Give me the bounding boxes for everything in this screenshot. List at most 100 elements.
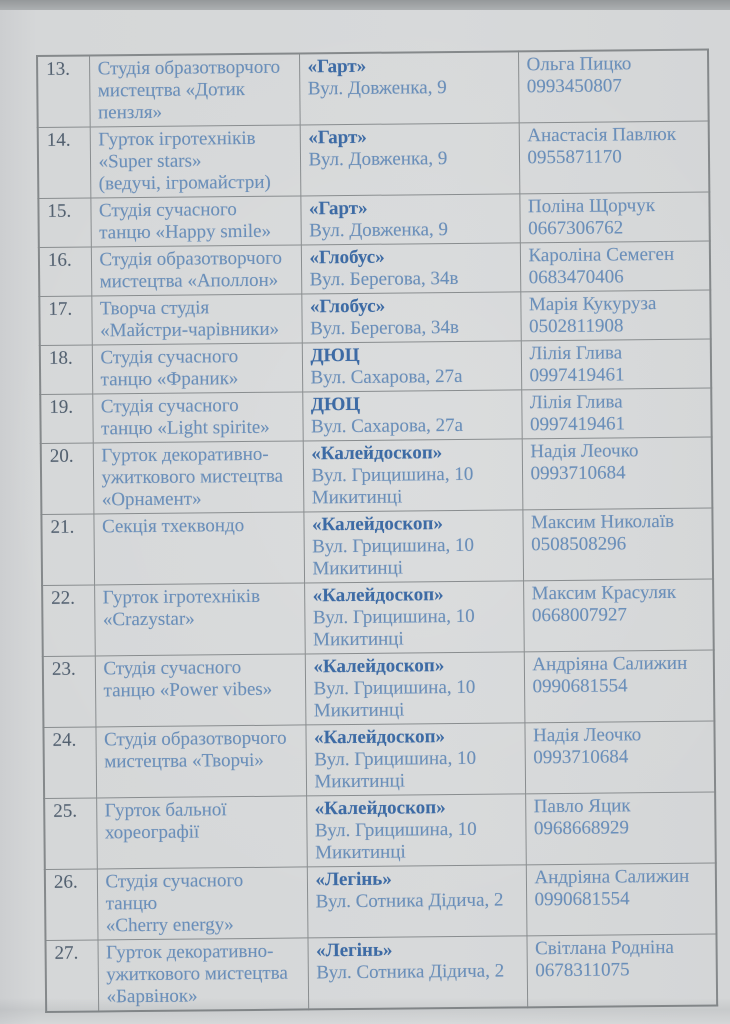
- club-name-cell: Секція тхеквондо: [93, 511, 305, 585]
- contact-cell: Андріяна Салижин 0990681554: [523, 650, 715, 723]
- contact-phone: 0678311075: [535, 959, 630, 982]
- club-name-cell: Гурток бальної хореографії: [96, 795, 307, 869]
- club-name-cell: Творча студія «Майстри-чарівники»: [91, 293, 302, 345]
- club-name: Студія образотворчого мистецтва «Аполлон…: [99, 247, 283, 293]
- club-name: Студія образотворчого мистецтва «Дотик п…: [97, 56, 281, 124]
- row-number-cell: 26.: [44, 868, 98, 941]
- org-name: «Калейдоскоп»: [313, 655, 445, 678]
- org-address: Вул. Грицишина, 10 Микитинці: [311, 463, 474, 509]
- location-cell: «Калейдоскоп» Вул. Грицишина, 10 Микитин…: [305, 722, 526, 796]
- location-cell: «Калейдоскоп» Вул. Грицишина, 10 Микитин…: [304, 580, 524, 654]
- table-row: 23. Студія сучасного танцю «Power vibes»…: [42, 650, 715, 728]
- contact-name: Анастасія Павлюк: [527, 123, 677, 147]
- contact-phone: 0502811908: [529, 315, 624, 338]
- contact-phone: 0993450807: [526, 75, 622, 98]
- row-number-cell: 14.: [37, 126, 91, 199]
- contact-cell: Максим Красуляк 0668007927: [523, 579, 714, 652]
- org-address: Вул. Довженка, 9: [309, 219, 449, 242]
- row-number-cell: 13.: [37, 55, 90, 128]
- club-name-cell: Студія образотворчого мистецтва «Творчі»: [95, 724, 307, 798]
- row-number-cell: 23.: [42, 655, 96, 728]
- org-name: ДЮЦ: [310, 393, 361, 416]
- club-name-cell: Студія сучасного танцю «Happy smile»: [90, 195, 301, 247]
- row-number-cell: 19.: [40, 393, 93, 444]
- row-number-cell: 20.: [40, 442, 94, 515]
- org-address: Вул. Грицишина, 10 Микитинці: [312, 534, 475, 580]
- org-address: Вул. Грицишина, 10 Микитинці: [312, 605, 475, 651]
- table-row: 13. Студія образотворчого мистецтва «Дот…: [37, 49, 709, 128]
- contact-phone: 0997419461: [529, 413, 626, 436]
- org-address: Вул. Довженка, 9: [307, 77, 447, 100]
- paper-sheet: [0, 10, 730, 1024]
- contact-name: Павло Яцик: [533, 795, 631, 818]
- contact-phone: 0968668929: [533, 817, 630, 840]
- org-address: Вул. Сахарова, 27а: [310, 365, 463, 389]
- club-name: Студія сучасного танцю «Power vibes»: [103, 657, 273, 702]
- club-name: Студія сучасного танцю «Light spirite»: [100, 395, 270, 440]
- org-name: «Гарт»: [308, 197, 368, 220]
- paper-shadow: [0, 998, 730, 1024]
- table-row: 17. Творча студія «Майстри-чарівники» «Г…: [39, 290, 711, 346]
- location-cell: «Гарт» Вул. Довженка, 9: [300, 193, 520, 245]
- org-name: «Калейдоскоп»: [314, 797, 446, 820]
- row-number-cell: 16.: [38, 246, 92, 297]
- table-row: 21. Секція тхеквондо «Калейдоскоп» Вул. …: [41, 508, 714, 586]
- contact-phone: 0993710684: [530, 462, 626, 485]
- contact-cell: Надія Леочко 0993710684: [524, 721, 716, 794]
- org-address: Вул. Довженка, 9: [308, 148, 448, 171]
- table-row: 16. Студія образотворчого мистецтва «Апо…: [38, 241, 711, 297]
- contact-name: Лілія Глива: [529, 342, 623, 365]
- org-address: Вул. Грицишина, 10 Микитинці: [314, 747, 477, 793]
- org-name: «Глобус»: [309, 246, 385, 269]
- contact-name: Лілія Глива: [529, 391, 623, 414]
- org-name: «Калейдоскоп»: [311, 442, 443, 465]
- org-name: «Калейдоскоп»: [312, 584, 444, 607]
- location-cell: «Гарт» Вул. Довженка, 9: [299, 122, 520, 196]
- org-address: Вул. Сотника Дідича, 2: [315, 889, 504, 913]
- contact-name: Андріяна Салижин: [532, 652, 688, 676]
- contact-name: Максим Николаїв: [530, 510, 675, 534]
- contact-cell: Надія Леочко 0993710684: [521, 437, 713, 510]
- row-number-cell: 21.: [41, 513, 95, 586]
- club-name-cell: Студія образотворчого мистецтва «Дотик п…: [89, 53, 300, 127]
- contact-cell: Світлана Родніна 0678311075: [526, 934, 718, 1008]
- contact-phone: 0667306762: [528, 217, 624, 240]
- table-row: 24. Студія образотворчого мистецтва «Тво…: [43, 721, 716, 799]
- org-address: Вул. Берегова, 34в: [309, 267, 459, 291]
- club-name-cell: Студія сучасного танцю «Франик»: [91, 342, 303, 394]
- location-cell: «Легінь» Вул. Сотника Дідича, 2: [306, 864, 527, 938]
- contact-phone: 0990681554: [534, 888, 630, 911]
- club-name: Студія образотворчого мистецтва «Творчі»: [103, 727, 287, 773]
- org-name: «Легінь»: [315, 868, 392, 891]
- contact-name: Ольга Пицко: [526, 53, 632, 76]
- row-number-cell: 24.: [43, 726, 97, 799]
- org-name: «Гарт»: [307, 55, 367, 78]
- row-number-cell: 18.: [39, 344, 93, 395]
- club-name-cell: Студія сучасного танцю «Light spirite»: [92, 391, 303, 443]
- location-cell: «Гарт» Вул. Довженка, 9: [298, 51, 519, 125]
- club-name: Студія сучасного танцю «Cherry energy»: [105, 870, 244, 937]
- contact-phone: 0997419461: [529, 364, 625, 387]
- table-row: 26. Студія сучасного танцю «Cherry energ…: [44, 863, 717, 941]
- contact-phone: 0990681554: [532, 675, 628, 698]
- location-cell: «Глобус» Вул. Берегова, 34в: [300, 242, 521, 294]
- org-name: «Глобус»: [309, 295, 386, 318]
- club-name: Творча студія «Майстри-чарівники»: [99, 297, 280, 342]
- contact-name: Андріяна Салижин: [534, 865, 690, 889]
- contact-cell: Марія Кукуруза 0502811908: [520, 290, 711, 341]
- club-name-cell: Гурток декоративно- ужиткового мистецтва…: [92, 440, 304, 514]
- club-name-cell: Студія сучасного танцю «Cherry energy»: [96, 866, 308, 940]
- contact-cell: Ольга Пицко 0993450807: [517, 49, 709, 123]
- contact-cell: Максим Николаїв 0508508296: [522, 508, 714, 581]
- org-name: «Легінь»: [316, 939, 393, 962]
- contact-cell: Поліна Щорчук 0667306762: [519, 192, 710, 243]
- contact-cell: Анастасія Павлюк 0955871170: [518, 121, 710, 194]
- location-cell: «Калейдоскоп» Вул. Грицишина, 10 Микитин…: [302, 438, 523, 512]
- table-row: 18. Студія сучасного танцю «Франик» ДЮЦ …: [39, 339, 712, 395]
- location-cell: «Глобус» Вул. Берегова, 34в: [301, 291, 521, 343]
- org-address: Вул. Сотника Дідича, 2: [316, 960, 505, 984]
- club-name: Студія сучасного танцю «Франик»: [100, 346, 239, 391]
- contact-cell: Лілія Глива 0997419461: [521, 388, 712, 439]
- club-name-cell: Студія образотворчого мистецтва «Аполлон…: [90, 244, 302, 296]
